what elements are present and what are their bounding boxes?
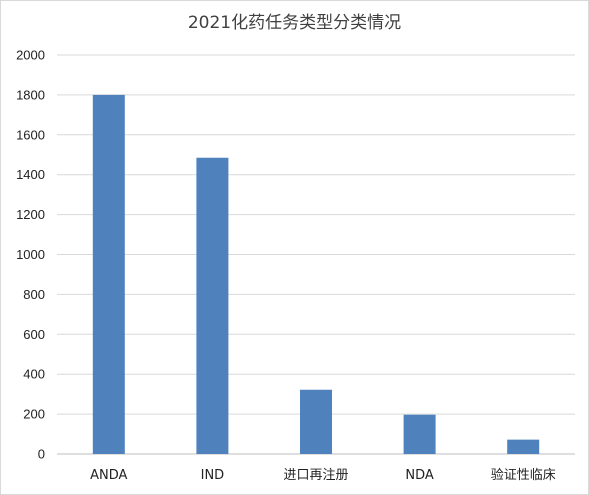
chart-title: 2021化药任务类型分类情况 bbox=[188, 13, 401, 33]
x-category-label: ANDA bbox=[90, 468, 127, 483]
bar bbox=[403, 414, 436, 454]
x-category-label: NDA bbox=[405, 468, 434, 483]
bars bbox=[92, 94, 540, 455]
y-tick-label: 200 bbox=[23, 407, 45, 422]
gridlines bbox=[57, 54, 575, 455]
y-tick-label: 0 bbox=[38, 447, 45, 462]
y-tick-label: 1800 bbox=[16, 87, 45, 102]
bar bbox=[196, 157, 229, 454]
y-tick-label: 1200 bbox=[16, 207, 45, 222]
bar bbox=[507, 439, 540, 454]
y-tick-label: 800 bbox=[23, 287, 45, 302]
y-tick-label: 400 bbox=[23, 367, 45, 382]
x-axis-labels: ANDA IND 进口再注册 NDA 验证性临床 bbox=[90, 467, 556, 483]
y-tick-label: 2000 bbox=[16, 48, 45, 63]
y-tick-label: 600 bbox=[23, 327, 45, 342]
x-category-label: 进口再注册 bbox=[283, 468, 348, 483]
bar bbox=[300, 389, 332, 454]
y-tick-label: 1600 bbox=[16, 127, 45, 142]
y-tick-label: 1000 bbox=[16, 247, 45, 262]
x-category-label: IND bbox=[201, 468, 225, 483]
y-axis-ticks: 0 200 400 600 800 1000 1200 1400 1600 1800 2000 bbox=[16, 48, 45, 462]
bar bbox=[92, 94, 125, 455]
x-category-label: 验证性临床 bbox=[491, 467, 556, 483]
y-tick-label: 1400 bbox=[16, 167, 45, 182]
